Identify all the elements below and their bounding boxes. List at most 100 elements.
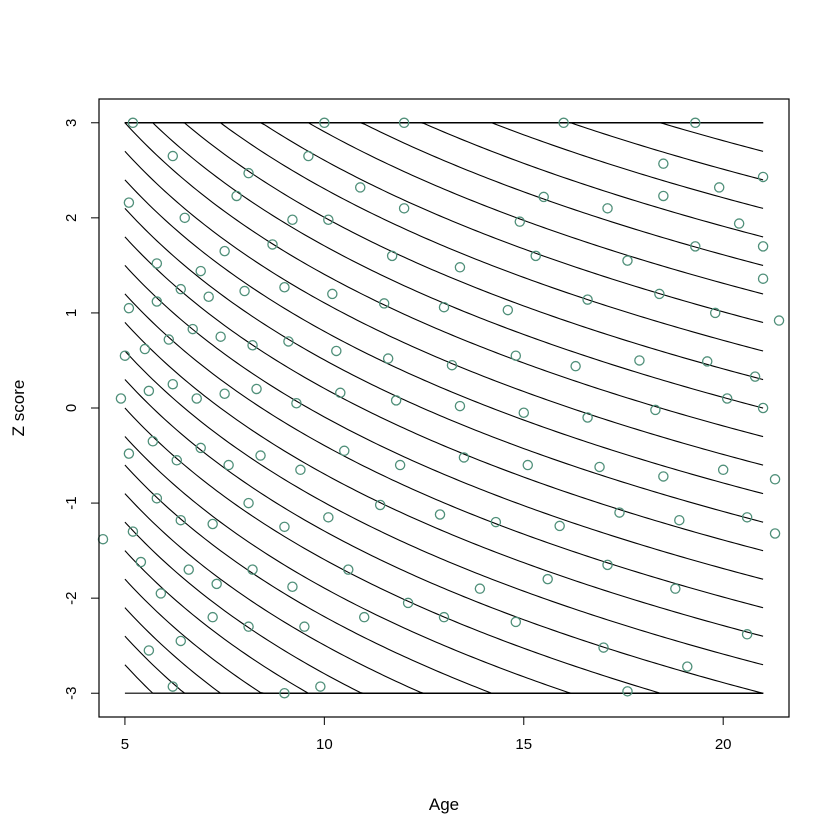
data-point [510,350,522,361]
data-point [175,514,187,526]
data-point [650,404,661,416]
data-point [582,294,593,305]
data-point [614,507,625,518]
data-points [97,117,785,699]
reference-curve [124,350,764,666]
data-point [690,241,701,252]
reference-curve [124,122,764,324]
x-axis-title: Age [429,795,459,814]
data-point [143,645,155,656]
data-point [175,635,187,647]
data-point [247,339,258,351]
data-point [670,583,681,594]
plot-frame [98,98,790,718]
y-tick-label: -3 [63,687,80,700]
data-point [757,402,769,414]
data-point [283,336,294,347]
data-point [219,388,230,399]
data-point [757,273,769,284]
data-point [354,182,366,193]
x-tick-label: 15 [515,736,532,753]
data-point [530,250,541,262]
data-point [243,621,254,632]
data-point [690,117,701,129]
data-point [634,355,645,366]
data-point [733,218,745,229]
data-point [207,611,218,623]
data-point [139,343,151,355]
data-point [247,564,258,575]
reference-curve [124,664,764,694]
reference-curve [124,207,764,523]
reference-curve [124,521,764,694]
data-point [151,493,163,504]
data-point [123,302,135,314]
data-point [287,214,298,225]
data-point [323,214,334,225]
data-point [339,445,350,457]
reference-curve [124,407,764,694]
data-point [327,288,338,300]
data-point [299,621,310,632]
data-point [323,512,334,523]
data-point [582,412,593,423]
data-point [171,455,183,466]
data-point [510,616,522,628]
data-point [382,353,394,364]
reference-curve [124,322,764,637]
data-point [769,528,781,539]
data-point [207,518,218,530]
data-point [378,298,390,309]
data-point [374,499,386,511]
data-point [195,265,206,277]
data-point [127,526,139,537]
data-point [594,461,605,473]
data-point [243,167,254,179]
data-point [335,387,346,399]
reference-curve [124,379,764,694]
data-point [658,471,669,482]
data-point [251,383,262,395]
reference-curve [124,122,764,152]
reference-curve [124,122,764,381]
data-point [602,203,613,214]
data-point [542,573,553,585]
reference-curve [124,179,764,495]
data-point [538,191,549,203]
reference-curve [124,493,764,694]
data-point [239,285,250,297]
x-tick-label: 20 [715,736,732,753]
data-point [709,307,721,319]
data-point [522,459,534,471]
data-point [163,334,175,345]
data-point [757,171,769,183]
data-point [622,686,633,697]
data-point [183,564,194,575]
data-point [398,117,410,129]
y-tick-label: -1 [63,496,80,509]
data-point [773,315,785,326]
reference-curves [124,122,764,694]
reference-curve [124,436,764,694]
data-point [502,304,514,316]
data-point [717,464,729,476]
data-point [319,117,330,129]
reference-curve [124,293,764,609]
y-axis-title: Z score [9,380,28,437]
data-point [386,250,398,262]
y-tick-label: 2 [63,214,80,222]
data-point [211,578,222,590]
data-point [438,301,450,313]
data-point [215,331,226,342]
reference-curve [124,607,764,694]
reference-curve [124,150,764,466]
data-point [151,258,163,269]
y-tick-label: -2 [63,591,80,604]
data-point [187,323,198,335]
data-point [602,559,613,571]
data-point [490,516,502,528]
data-point [394,459,406,471]
data-point [303,150,314,162]
data-point [713,182,725,193]
data-point [195,442,206,454]
